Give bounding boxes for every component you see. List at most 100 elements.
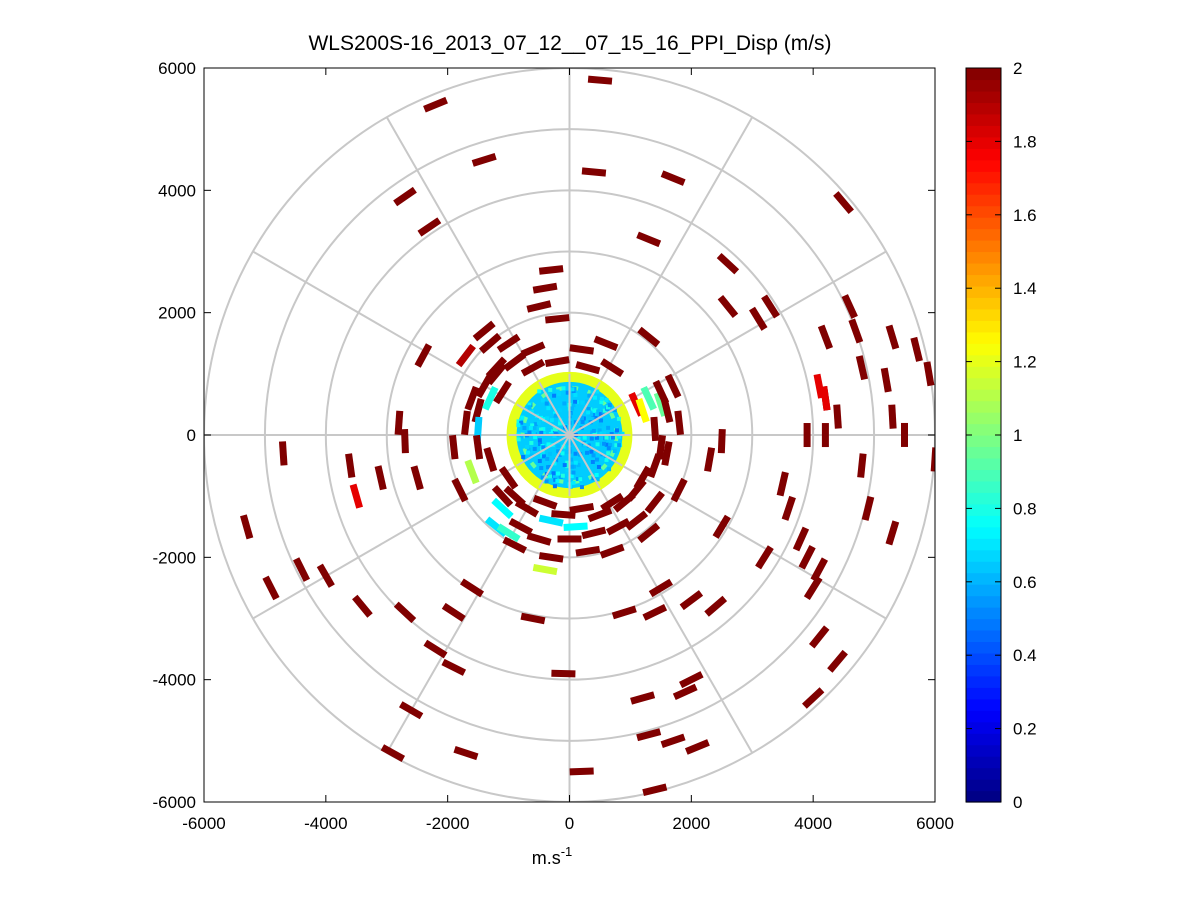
colorbar-band <box>966 228 1001 241</box>
data-point-49 <box>670 477 688 503</box>
colorbar-band <box>966 744 1001 757</box>
disk-speck <box>525 444 530 449</box>
x-axis: -6000 -4000 -2000 0 2000 4000 6000 <box>182 68 954 833</box>
data-point-35 <box>857 453 867 478</box>
disk-speck <box>607 403 612 408</box>
disk-speck <box>562 463 567 468</box>
y-tick-label-6: 6000 <box>158 59 196 78</box>
disk-speck <box>573 392 578 397</box>
disk-speck <box>532 426 537 431</box>
disk-speck <box>565 472 570 477</box>
y-axis: -6000 -4000 -2000 0 2000 4000 6000 <box>153 59 935 812</box>
disk-speck <box>519 434 524 439</box>
colorbar-band <box>966 561 1001 574</box>
data-point-123 <box>655 434 666 460</box>
disk-speck <box>605 405 610 410</box>
disk-speck <box>546 406 551 411</box>
disk-speck <box>520 415 525 420</box>
data-point-30 <box>888 404 897 429</box>
data-point-4 <box>660 170 686 186</box>
disk-speck <box>522 426 527 431</box>
data-point-85 <box>410 465 424 491</box>
data-point-148 <box>502 536 527 554</box>
center-spoke-1 <box>568 403 623 436</box>
disk-speck <box>602 441 607 446</box>
colorbar-band <box>966 113 1001 126</box>
disk-speck <box>565 469 570 474</box>
data-point-82 <box>278 441 288 466</box>
x-tick-label-3: 0 <box>565 814 574 833</box>
colorbar-band <box>966 274 1001 287</box>
disk-speck <box>604 435 609 440</box>
colorbar-band <box>966 308 1001 321</box>
data-point-43 <box>810 557 829 582</box>
disk-speck <box>570 406 575 411</box>
disk-speck <box>594 473 599 478</box>
data-point-54 <box>611 605 637 620</box>
data-point-57 <box>827 649 848 673</box>
data-point-62 <box>636 728 662 742</box>
disk-speck <box>614 428 619 433</box>
colorbar-tick-label-5: 1 <box>1013 426 1022 445</box>
colorbar-band <box>966 389 1001 402</box>
data-point-128 <box>674 410 684 436</box>
center-spoke-5 <box>516 403 571 436</box>
disk-speck <box>548 387 553 392</box>
colorbar-band <box>966 480 1001 493</box>
disk-speck <box>544 401 549 406</box>
disk-speck <box>558 421 563 426</box>
colorbar-band <box>966 240 1001 253</box>
colorbar-band <box>966 377 1001 390</box>
colorbar-tick-label-7: 1.4 <box>1013 279 1037 298</box>
colorbar-band <box>966 457 1001 471</box>
data-point-22 <box>885 324 900 350</box>
disk-speck <box>587 414 592 419</box>
disk-speck <box>592 395 597 400</box>
disk-speck <box>552 411 557 416</box>
disk-speck <box>537 459 542 464</box>
data-points <box>240 75 935 796</box>
data-point-90 <box>414 343 433 368</box>
data-point-139 <box>483 446 498 472</box>
disk-speck <box>558 475 563 480</box>
x-axis-label-exponent: -1 <box>561 844 573 859</box>
disk-speck <box>545 416 550 421</box>
disk-speck <box>589 412 594 417</box>
disk-speck <box>557 391 562 396</box>
data-point-144 <box>581 526 607 540</box>
y-tick-label-1: -4000 <box>153 671 196 690</box>
disk-speck <box>569 457 574 462</box>
colorbar-band <box>966 423 1001 436</box>
x-axis-label: m.s-1 <box>532 844 573 868</box>
disk-speck <box>604 457 609 462</box>
data-point-121 <box>633 465 652 490</box>
data-point-13 <box>544 314 570 324</box>
data-point-27 <box>923 361 935 387</box>
colorbar-band <box>966 652 1001 665</box>
data-point-41 <box>798 545 816 570</box>
y-tick-label-4: 2000 <box>158 304 196 323</box>
data-point-81 <box>240 514 254 540</box>
data-point-125 <box>660 398 674 424</box>
data-point-76 <box>453 746 479 761</box>
data-point-36 <box>861 495 875 521</box>
data-point-141 <box>508 518 534 536</box>
colorbar-band <box>966 136 1001 149</box>
data-point-140 <box>498 465 519 490</box>
data-point-87 <box>394 410 404 436</box>
data-point-25 <box>855 355 869 381</box>
data-point-26 <box>880 367 892 393</box>
disk-speck <box>516 437 521 442</box>
data-point-2 <box>471 152 497 167</box>
disk-speck <box>552 461 557 466</box>
disk-speck <box>562 401 567 406</box>
disk-speck <box>553 477 558 482</box>
disk-speck <box>575 477 580 482</box>
data-point-83 <box>345 453 356 478</box>
disk-speck <box>552 393 557 398</box>
disk-speck <box>620 431 625 436</box>
disk-speck <box>537 389 542 394</box>
data-point-104 <box>532 563 558 576</box>
data-point-48 <box>661 440 673 466</box>
data-point-6 <box>833 191 854 215</box>
